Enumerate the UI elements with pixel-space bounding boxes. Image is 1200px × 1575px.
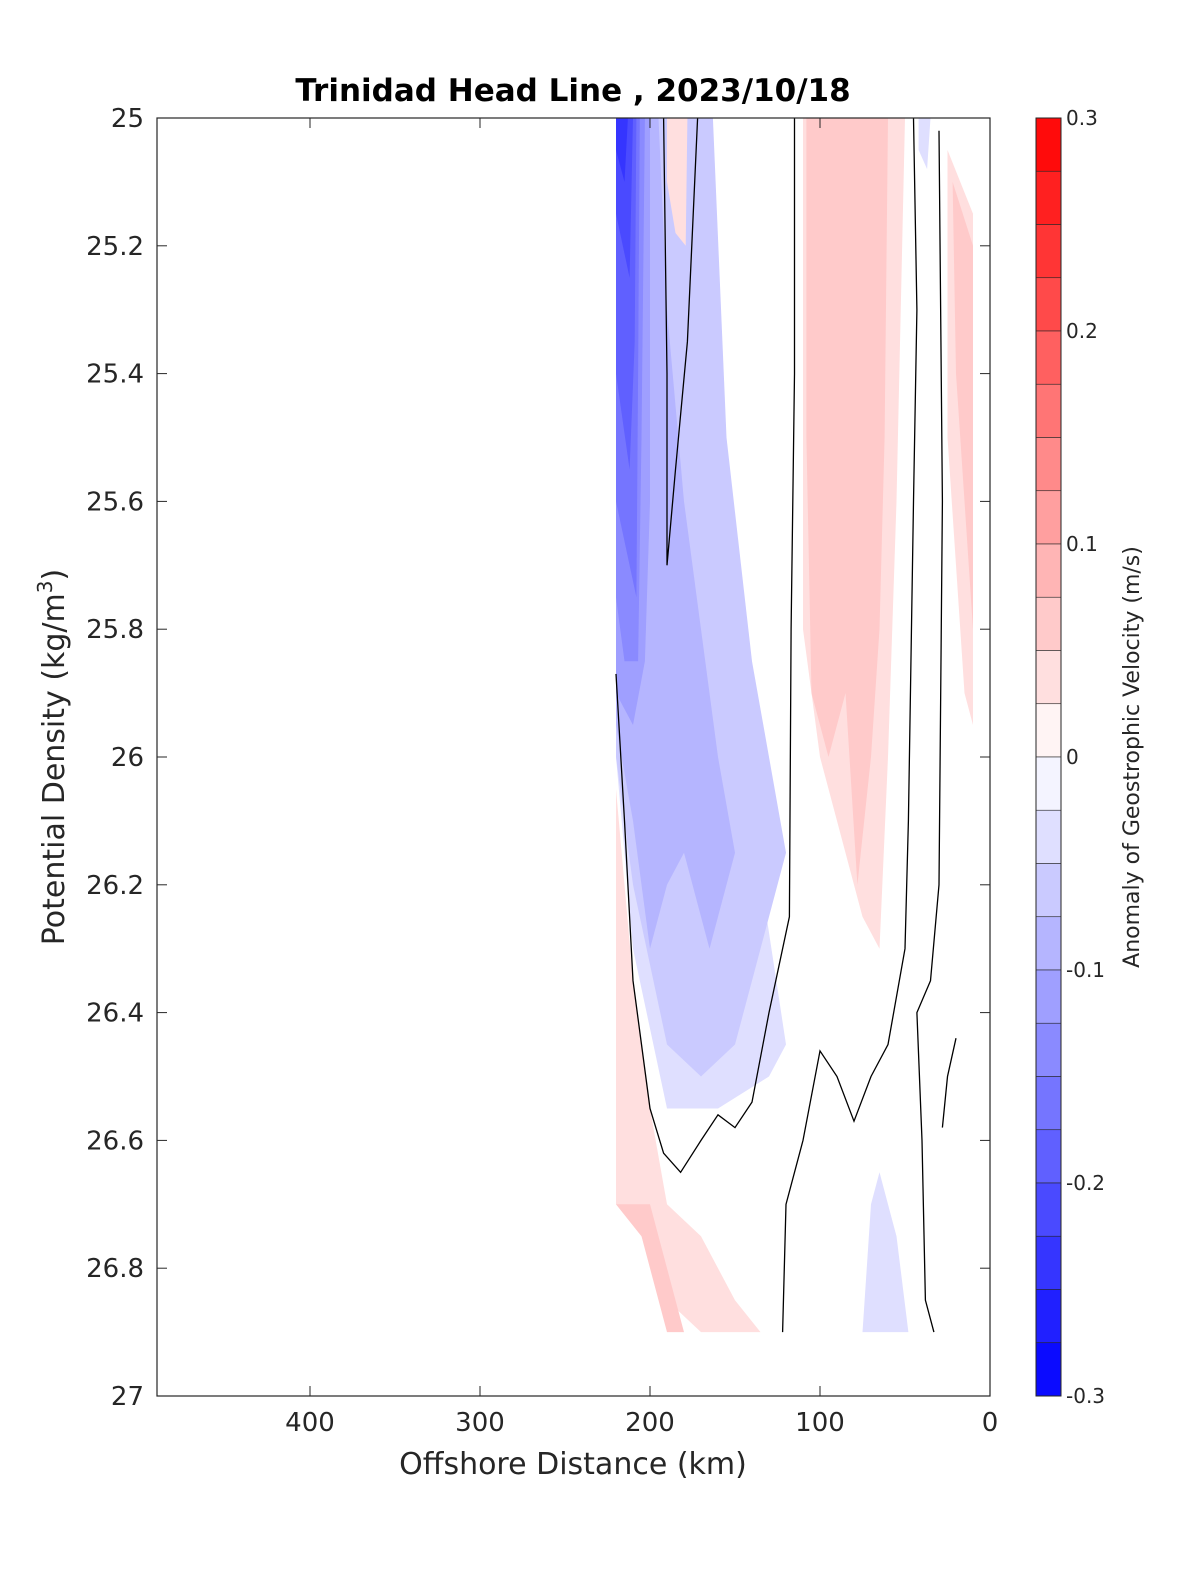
colorbar-tick-label-6: 0.3 xyxy=(1066,106,1098,130)
contour-line-4 xyxy=(941,1038,957,1128)
colorbar-cell-19 xyxy=(1035,1129,1062,1184)
velocity-region-17 xyxy=(862,1172,909,1333)
colorbar-cell-10 xyxy=(1035,650,1062,705)
contour-line-3 xyxy=(916,130,944,1333)
colorbar-cell-18 xyxy=(1035,1076,1062,1131)
colorbar-cell-1 xyxy=(1035,170,1062,225)
y-tick-label-3: 25.6 xyxy=(86,487,144,517)
colorbar-ticks: -0.3 -0.2 -0.1 0 0.1 0.2 0.3 xyxy=(1066,106,1105,1408)
colorbar-tick-label-4: 0.1 xyxy=(1066,532,1098,556)
colorbar-cell-7 xyxy=(1035,490,1062,545)
contour-line-0 xyxy=(662,118,699,566)
colorbar-tick-label-0: -0.3 xyxy=(1066,1384,1105,1408)
colorbar-cell-23 xyxy=(1035,1342,1062,1397)
y-tick-label-6: 26.2 xyxy=(86,871,144,901)
x-tick-label-2: 200 xyxy=(625,1408,675,1438)
colorbar-cell-6 xyxy=(1035,437,1062,492)
colorbar-cell-3 xyxy=(1035,277,1062,332)
y-tick-label-7: 26.4 xyxy=(86,999,144,1029)
colorbar-cells xyxy=(1035,117,1062,1397)
y-axis-label-main: Potential Density (kg/m xyxy=(37,593,72,945)
colorbar-cell-20 xyxy=(1035,1182,1062,1237)
colorbar-cell-14 xyxy=(1035,863,1062,918)
y-tick-label-8: 26.6 xyxy=(86,1126,144,1156)
colorbar-tick-label-2: -0.1 xyxy=(1066,958,1105,982)
y-tick-label-2: 25.4 xyxy=(86,360,144,390)
colorbar-cell-15 xyxy=(1035,916,1062,971)
zero-contours xyxy=(615,118,957,1333)
colorbar-cell-9 xyxy=(1035,596,1062,651)
y-tick-label-4: 25.8 xyxy=(86,615,144,645)
colorbar-cell-21 xyxy=(1035,1235,1062,1290)
y-axis-label: Potential Density (kg/m3) xyxy=(33,569,72,945)
y-tick-label-9: 26.8 xyxy=(86,1254,144,1284)
x-tick-label-0: 400 xyxy=(285,1408,335,1438)
contour-line-2 xyxy=(781,118,918,1333)
colorbar-cell-17 xyxy=(1035,1022,1062,1077)
velocity-region-8 xyxy=(616,118,628,182)
colorbar-tick-label-1: -0.2 xyxy=(1066,1171,1105,1195)
colorbar-cell-16 xyxy=(1035,969,1062,1024)
x-axis-label: Offshore Distance (km) xyxy=(399,1447,747,1482)
colorbar-cell-5 xyxy=(1035,383,1062,438)
x-axis-ticks: 400 300 200 100 0 xyxy=(285,118,998,1438)
velocity-region-16 xyxy=(616,1204,684,1333)
plot-area: 400 300 200 100 0 25 25.2 25.4 25.6 25.8 26 26.2 26… xyxy=(86,104,998,1438)
colorbar-cell-12 xyxy=(1035,756,1062,811)
colorbar-tick-label-5: 0.2 xyxy=(1066,319,1098,343)
y-tick-label-0: 25 xyxy=(111,104,144,134)
velocity-fills xyxy=(616,118,973,1333)
colorbar-cell-0 xyxy=(1035,117,1062,172)
velocity-region-14 xyxy=(952,181,973,630)
colorbar-cell-11 xyxy=(1035,703,1062,758)
velocity-region-15 xyxy=(616,789,761,1333)
chart-title: Trinidad Head Line , 2023/10/18 xyxy=(295,73,850,109)
colorbar-frame xyxy=(1035,117,1062,1397)
velocity-region-9 xyxy=(667,118,688,246)
y-tick-label-1: 25.2 xyxy=(86,232,144,262)
colorbar-cell-4 xyxy=(1035,330,1062,385)
y-axis-ticks: 25 25.2 25.4 25.6 25.8 26 26.2 26.4 26.6 26.8 27 xyxy=(86,104,990,1412)
x-tick-label-3: 100 xyxy=(795,1408,845,1438)
colorbar: -0.3 -0.2 -0.1 0 0.1 0.2 0.3 xyxy=(1035,106,1105,1408)
y-axis-label-superscript: 3 xyxy=(33,580,57,593)
y-tick-label-5: 26 xyxy=(111,743,144,773)
contour-line-1 xyxy=(615,118,796,1174)
x-tick-label-4: 0 xyxy=(982,1408,999,1438)
colorbar-cell-2 xyxy=(1035,224,1062,279)
x-tick-label-1: 300 xyxy=(455,1408,505,1438)
velocity-region-18 xyxy=(918,118,931,170)
colorbar-tick-label-3: 0 xyxy=(1066,745,1079,769)
colorbar-cell-22 xyxy=(1035,1289,1062,1344)
velocity-region-12 xyxy=(825,118,834,438)
colorbar-label: Anomaly of Geostrophic Velocity (m/s) xyxy=(1120,546,1145,968)
y-tick-label-10: 27 xyxy=(111,1382,144,1412)
colorbar-cell-8 xyxy=(1035,543,1062,598)
colorbar-cell-13 xyxy=(1035,809,1062,864)
y-axis-label-close: ) xyxy=(37,569,72,581)
